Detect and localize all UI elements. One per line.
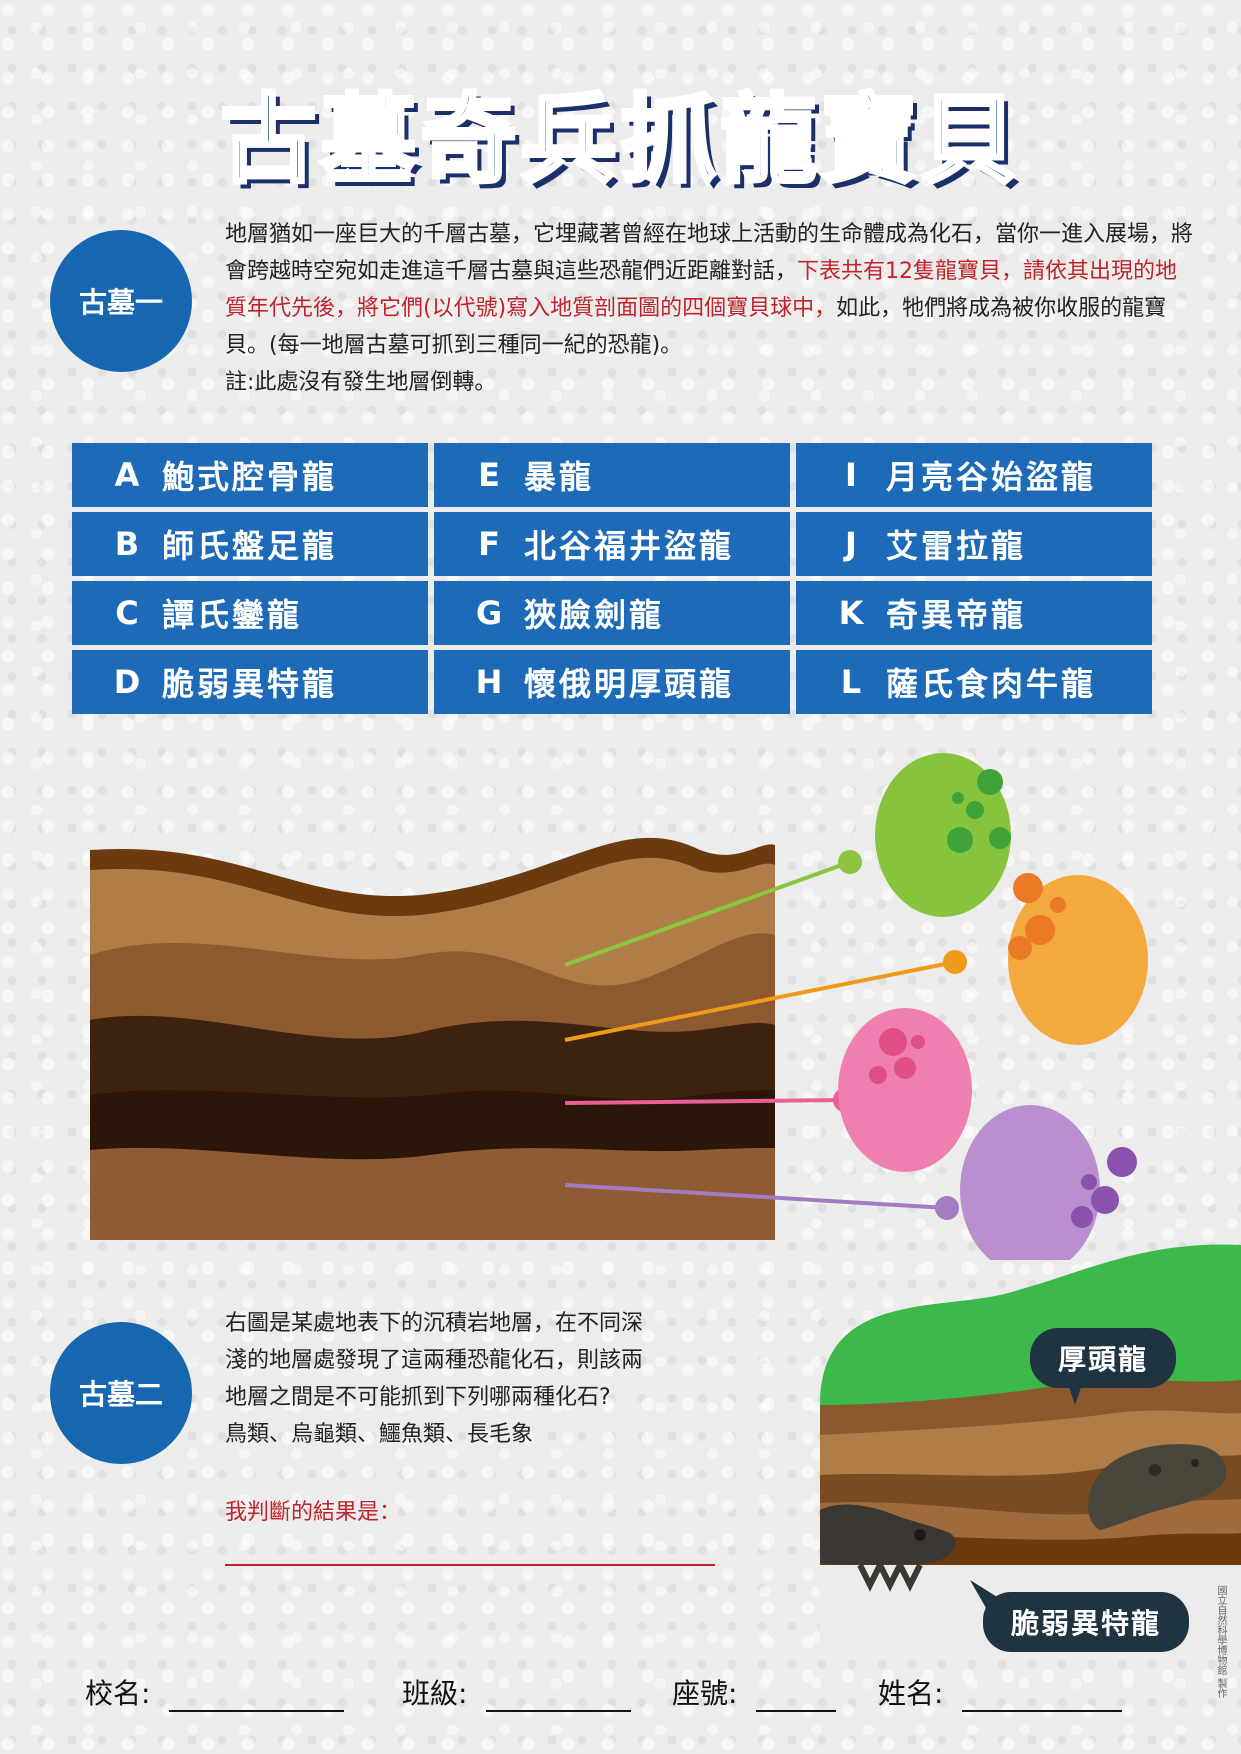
answer-label: 我判斷的結果是： [225,1500,402,1525]
answer-line[interactable] [225,1564,715,1566]
class-field[interactable] [486,1680,632,1712]
section2-line: 右圖是某處地表下的沉積岩地層，在不同深 [225,1311,644,1336]
name-label: 姓名: [878,1677,944,1710]
credit-text: 國立自然科學博物館 製作 [1215,1585,1226,1699]
school-field[interactable] [169,1680,345,1712]
dinosaur-cell: B 師氏盤足龍 [72,512,428,576]
dinosaur-code: H [475,663,503,701]
dinosaur-name: 奇異帝龍 [886,596,1027,634]
section1-text: 地層猶如一座巨大的千層古墓，它埋藏著曾經在地球上活動的生命體成為化石，當你一進入… [225,216,1195,401]
dinosaur-name: 艾雷拉龍 [886,527,1027,565]
dinosaur-name: 師氏盤足龍 [162,527,338,565]
connector-line-1 [564,860,851,967]
section1-intro: 地層猶如一座巨大的千層古墓，它埋藏著曾經在地球上活動的生命體成為化石，當你一進入… [225,222,1194,284]
strata-diagram [90,753,1148,1260]
section1-badge: 古墓一 [50,230,192,372]
dinosaur-cell: H 懷俄明厚頭龍 [434,650,790,714]
dinosaur-cell: J 艾雷拉龍 [796,512,1152,576]
dinosaur-code: I [845,456,857,494]
section1-outro: 如此，牠們將成為被你收服的龍寶貝。(每一地層古墓可抓到三種同一紀的恐龍)。 [225,296,1167,358]
section2-line: 鳥類、烏龜類、鱷魚類、長毛象 [225,1422,534,1447]
dinosaur-name: 狹臉劍龍 [524,596,665,634]
egg-green[interactable] [875,753,1011,917]
connector-dot-2 [943,950,967,974]
dinosaur-code: A [114,456,140,494]
dinosaur-row: A 鮑式腔骨龍 E 暴龍 I 月亮谷始盜龍 [72,443,1152,507]
dinosaur-cell: C 譚氏鑾龍 [72,581,428,645]
school-label: 校名: [85,1677,151,1710]
dinosaur-cell: I 月亮谷始盜龍 [796,443,1152,507]
dinosaur-row: C 譚氏鑾龍 G 狹臉劍龍 K 奇異帝龍 [72,581,1152,645]
section1-instruction: 下表共有12隻龍寶貝，請依其出現的地質年代先後，將它們(以代號)寫入地質剖面圖的… [225,259,1178,321]
label-allosaurus: 脆弱異特龍 [983,1592,1190,1652]
dinosaur-cell: F 北谷福井盜龍 [434,512,790,576]
dinosaur-code: C [115,594,139,632]
dinosaur-name: 薩氏食肉牛龍 [886,665,1097,703]
dinosaur-code: L [840,663,862,701]
footer-seat: 座號: [672,1672,837,1712]
dinosaur-name: 北谷福井盜龍 [524,527,735,565]
strata-layers [90,837,775,1240]
dinosaur-name: 月亮谷始盜龍 [886,458,1097,496]
seat-field[interactable] [756,1680,837,1712]
dinosaur-code: K [838,594,864,632]
dinosaur-row: D 脆弱異特龍 H 懷俄明厚頭龍 L 薩氏食肉牛龍 [72,650,1152,714]
egg-pink[interactable] [838,1008,972,1172]
class-label: 班級: [402,1677,468,1710]
section2-line: 淺的地層處發現了這兩種恐龍化石，則該兩 [225,1348,644,1373]
footer-class: 班級: [402,1672,632,1712]
section2-line: 地層之間是不可能抓到下列哪兩種化石? [225,1385,611,1410]
connector-line-2 [564,960,956,1042]
seat-label: 座號: [672,1677,738,1710]
dinosaur-code: J [845,525,857,563]
dinosaur-name: 懷俄明厚頭龍 [524,665,735,703]
dinosaur-cell: K 奇異帝龍 [796,581,1152,645]
connector-line-4 [564,1183,948,1210]
dinosaur-code: B [114,525,140,563]
connector-line-3 [564,1098,846,1105]
connector-dot-1 [838,850,862,874]
dinosaur-code: E [478,456,500,494]
dinosaur-code: F [478,525,500,563]
dinosaur-code: D [113,663,141,701]
dinosaur-cell: D 脆弱異特龍 [72,650,428,714]
dinosaur-table: A 鮑式腔骨龍 E 暴龍 I 月亮谷始盜龍 B 師氏盤足龍 F 北谷福井盜龍 J 艾雷拉龍 C 譚氏鑾龍 G… [66,438,1158,719]
allosaurus-fossil [820,1504,956,1592]
connector-dot-4 [935,1196,959,1220]
dinosaur-cell: A 鮑式腔骨龍 [72,443,428,507]
section1-note: 註:此處沒有發生地層倒轉。 [225,370,497,395]
section2-badge: 古墓二 [50,1322,192,1464]
dinosaur-name: 譚氏鑾龍 [162,596,303,634]
dinosaur-code: G [475,594,503,632]
dinosaur-name: 暴龍 [524,458,595,496]
egg-orange[interactable] [1008,873,1148,1045]
dinosaur-name: 脆弱異特龍 [162,665,338,703]
label-pachycephalosaurus: 厚頭龍 [1030,1328,1177,1388]
footer-school: 校名: [85,1672,345,1712]
egg-purple[interactable] [960,1105,1137,1260]
page-title: 古墓奇兵抓龍寶貝 [219,82,1021,198]
section2-text: 右圖是某處地表下的沉積岩地層，在不同深 淺的地層處發現了這兩種恐龍化石，則該兩 … [225,1305,745,1453]
pachycephalosaurus-fossil [1088,1444,1227,1530]
footer-name: 姓名: [878,1672,1123,1712]
name-field[interactable] [962,1680,1123,1712]
dinosaur-cell: L 薩氏食肉牛龍 [796,650,1152,714]
dinosaur-row: B 師氏盤足龍 F 北谷福井盜龍 J 艾雷拉龍 [72,512,1152,576]
dinosaur-cell: G 狹臉劍龍 [434,581,790,645]
dinosaur-cell: E 暴龍 [434,443,790,507]
dinosaur-name: 鮑式腔骨龍 [162,458,338,496]
